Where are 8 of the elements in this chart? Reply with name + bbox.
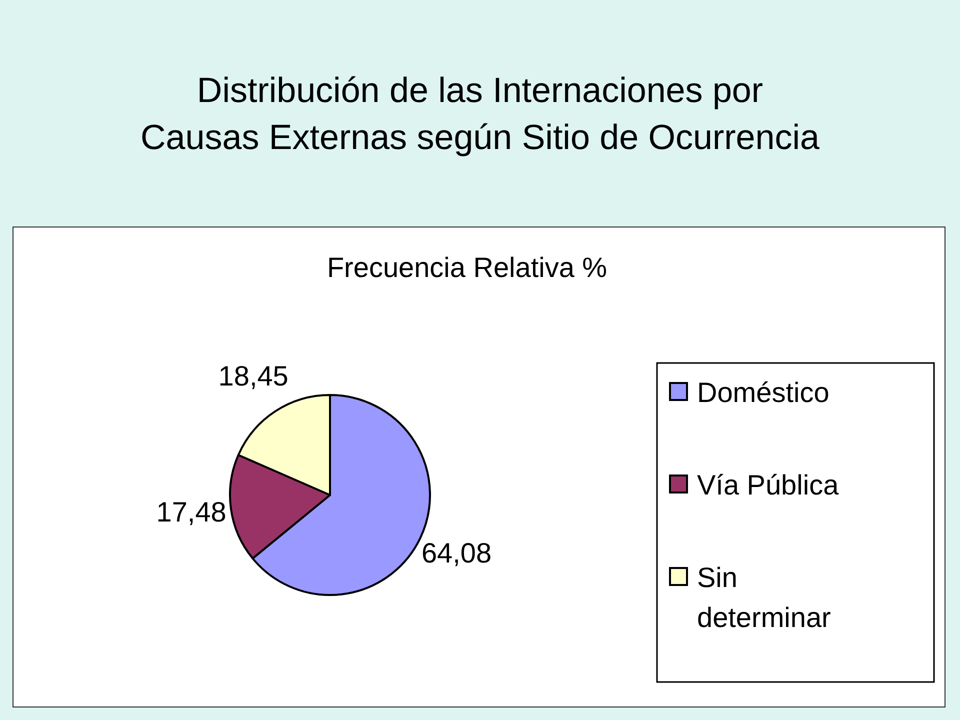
legend-label: Doméstico	[697, 377, 830, 408]
legend-label: Vía Pública	[697, 470, 840, 500]
data-label: 18,45	[218, 360, 288, 392]
data-label: 17,48	[156, 496, 226, 528]
legend-label: Sin determinar	[697, 562, 831, 633]
data-label: 64,08	[422, 537, 492, 568]
chart-title: Distribución de las Internaciones por Causas Externas según Sitio de Ocurrencia	[140, 71, 820, 157]
chart-subtitle: Frecuencia Relativa %	[326, 252, 608, 283]
